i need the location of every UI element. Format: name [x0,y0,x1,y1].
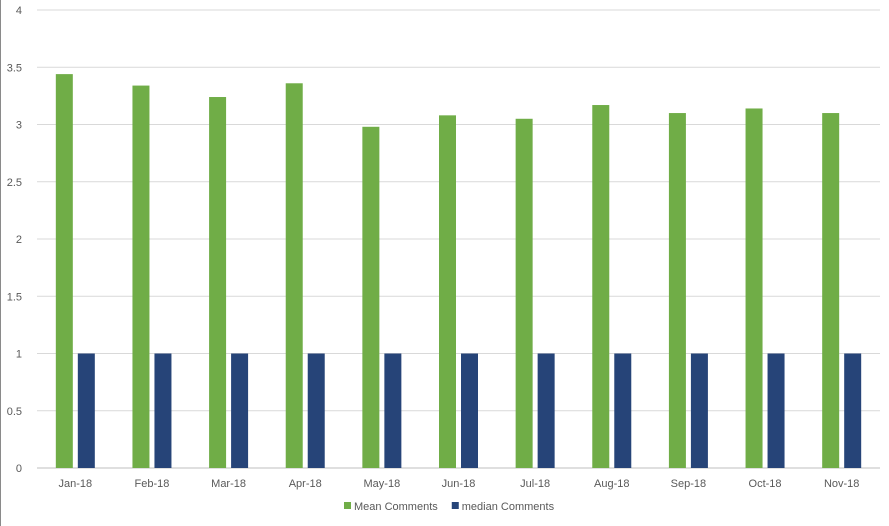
y-tick-label: 3 [16,120,22,132]
bar [461,353,478,468]
bar [822,113,840,469]
bar [439,115,456,468]
y-tick-label: 4 [16,5,22,17]
bar [362,126,380,468]
bar [154,353,172,468]
x-tick-label: Aug-18 [594,478,629,490]
y-tick-label: 0 [16,463,22,475]
x-tick-label: Apr-18 [289,478,322,490]
bar [384,353,402,468]
bar [668,113,686,469]
window-left-border [0,0,1,526]
legend-swatch [451,502,459,509]
legend-entry: Mean Comments [354,501,438,513]
x-tick-label: Oct-18 [749,478,782,490]
bar [537,353,555,468]
y-tick-label: 2.5 [7,177,22,189]
bar [767,353,785,468]
gridlines [37,9,880,469]
x-tick-label: Jan-18 [58,478,92,490]
x-axis: Jan-18 Feb-18 Mar-18 Apr-18 May-18 Jun-18 Jul-… [58,478,859,490]
x-tick-label: Mar-18 [211,478,246,490]
y-tick-label: 2 [16,234,22,246]
bar [285,83,303,468]
y-tick-label: 1.5 [7,291,22,303]
x-tick-label: May-18 [364,478,401,490]
bar [55,74,73,469]
bars [55,74,862,469]
bar [592,105,610,468]
bar [209,97,227,469]
bar [77,353,95,468]
bar [132,85,150,468]
bar [614,353,632,468]
x-tick-label: Nov-18 [824,478,859,490]
x-tick-label: Feb-18 [135,478,170,490]
bar [690,353,708,468]
y-axis: 0 0.5 1 1.5 2 2.5 3 3.5 4 [7,5,22,475]
bar [307,353,325,468]
legend-entry: median Comments [462,501,555,513]
bar [231,353,249,468]
y-tick-label: 3.5 [7,62,22,74]
legend-swatch [344,502,351,509]
y-tick-label: 1 [16,349,22,361]
bar [745,108,763,468]
x-tick-label: Jun-18 [442,478,476,490]
x-tick-label: Sep-18 [671,478,706,490]
y-tick-label: 0.5 [7,406,22,418]
bar [844,353,862,468]
legend: Mean Comments median Comments [344,501,555,513]
x-tick-label: Jul-18 [520,478,550,490]
bar [515,118,533,469]
